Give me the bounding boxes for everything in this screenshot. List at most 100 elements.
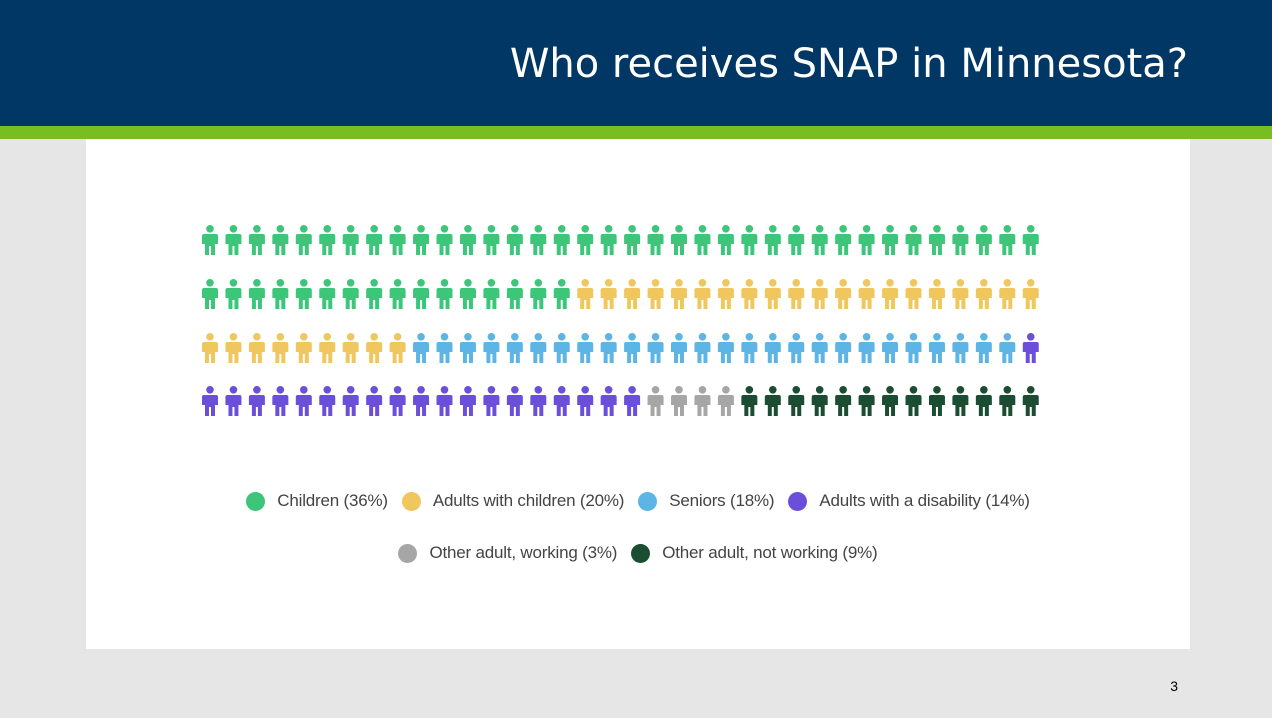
person-icon bbox=[835, 279, 852, 309]
person-icon bbox=[459, 225, 476, 255]
person-icon bbox=[717, 225, 734, 255]
person-icon bbox=[295, 386, 312, 416]
person-icon bbox=[483, 279, 500, 309]
person-icon bbox=[788, 333, 805, 363]
person-icon bbox=[459, 279, 476, 309]
person-icon bbox=[530, 333, 547, 363]
person-icon bbox=[764, 225, 781, 255]
person-icon bbox=[952, 386, 969, 416]
person-icon bbox=[717, 386, 734, 416]
person-icon bbox=[671, 386, 687, 416]
person-icon bbox=[999, 386, 1016, 416]
person-icon bbox=[530, 386, 547, 416]
person-icon bbox=[952, 333, 969, 363]
person-icon bbox=[741, 333, 758, 363]
person-icon bbox=[553, 386, 570, 416]
legend-item: Seniors (18%) bbox=[638, 491, 775, 511]
person-icon bbox=[928, 279, 945, 309]
person-icon bbox=[788, 225, 805, 255]
legend-item: Other adult, working (3%) bbox=[398, 543, 617, 563]
person-icon bbox=[319, 386, 336, 416]
person-icon bbox=[647, 279, 664, 309]
person-icon bbox=[413, 333, 430, 363]
pictograph-chart bbox=[202, 225, 1039, 416]
person-icon bbox=[975, 386, 992, 416]
header-banner: Who receives SNAP in Minnesota? bbox=[0, 0, 1272, 126]
legend-label: Adults with children (20%) bbox=[432, 491, 625, 510]
person-icon bbox=[389, 333, 406, 363]
person-icon bbox=[272, 386, 289, 416]
person-icon bbox=[764, 333, 781, 363]
person-icon bbox=[928, 225, 945, 255]
person-icon bbox=[248, 279, 265, 309]
legend-swatch bbox=[631, 543, 651, 563]
person-icon bbox=[483, 333, 500, 363]
person-icon bbox=[694, 279, 711, 309]
legend-label: Adults with a disability (14%) bbox=[819, 491, 1030, 510]
person-icon bbox=[366, 386, 383, 416]
legend-label: Children (36%) bbox=[277, 491, 388, 510]
person-icon bbox=[975, 279, 992, 309]
legend-row-1: Children (36%) Adults with children (20%)… bbox=[86, 491, 1190, 511]
person-icon bbox=[248, 386, 265, 416]
person-icon bbox=[952, 225, 969, 255]
person-icon bbox=[882, 386, 899, 416]
person-icon bbox=[577, 279, 594, 309]
person-icon bbox=[577, 333, 594, 363]
legend-swatch bbox=[398, 543, 418, 563]
person-icon bbox=[741, 279, 758, 309]
person-icon bbox=[436, 333, 453, 363]
person-icon bbox=[694, 386, 711, 416]
legend-label: Seniors (18%) bbox=[669, 491, 775, 510]
person-icon bbox=[858, 225, 875, 255]
person-icon bbox=[600, 279, 617, 309]
person-icon bbox=[1022, 333, 1039, 363]
person-icon bbox=[389, 279, 406, 309]
person-icon bbox=[272, 333, 289, 363]
person-icon bbox=[319, 279, 336, 309]
person-icon bbox=[741, 386, 758, 416]
person-icon bbox=[835, 333, 852, 363]
person-icon bbox=[600, 386, 617, 416]
person-icon bbox=[436, 386, 453, 416]
person-icon bbox=[436, 279, 453, 309]
legend-item: Other adult, not working (9%) bbox=[631, 543, 878, 563]
person-icon bbox=[366, 225, 383, 255]
person-icon bbox=[366, 333, 383, 363]
person-icon bbox=[1022, 225, 1039, 255]
slide-title: Who receives SNAP in Minnesota? bbox=[509, 41, 1188, 87]
person-icon bbox=[459, 386, 476, 416]
person-icon bbox=[459, 333, 476, 363]
person-icon bbox=[624, 225, 641, 255]
person-icon bbox=[530, 279, 547, 309]
page-number: 3 bbox=[1170, 678, 1178, 694]
legend-label: Other adult, working (3%) bbox=[429, 543, 618, 562]
person-icon bbox=[342, 386, 359, 416]
person-icon bbox=[717, 279, 734, 309]
person-icon bbox=[717, 333, 734, 363]
person-icon bbox=[436, 225, 453, 255]
person-icon bbox=[811, 333, 828, 363]
person-icon bbox=[928, 333, 945, 363]
person-icon bbox=[624, 386, 641, 416]
person-icon bbox=[202, 279, 218, 309]
person-icon bbox=[342, 279, 359, 309]
person-icon bbox=[600, 333, 617, 363]
person-icon bbox=[506, 225, 523, 255]
person-icon bbox=[905, 279, 922, 309]
person-icon bbox=[225, 225, 242, 255]
legend-swatch bbox=[246, 491, 266, 511]
person-icon bbox=[389, 386, 406, 416]
person-icon bbox=[858, 386, 875, 416]
person-icon bbox=[1022, 279, 1039, 309]
person-icon bbox=[506, 333, 523, 363]
person-icon bbox=[202, 386, 218, 416]
person-icon bbox=[553, 225, 570, 255]
person-icon bbox=[600, 225, 617, 255]
legend-item: Adults with children (20%) bbox=[401, 491, 625, 511]
person-icon bbox=[905, 333, 922, 363]
person-icon bbox=[999, 225, 1016, 255]
person-icon bbox=[975, 225, 992, 255]
person-icon bbox=[882, 279, 899, 309]
